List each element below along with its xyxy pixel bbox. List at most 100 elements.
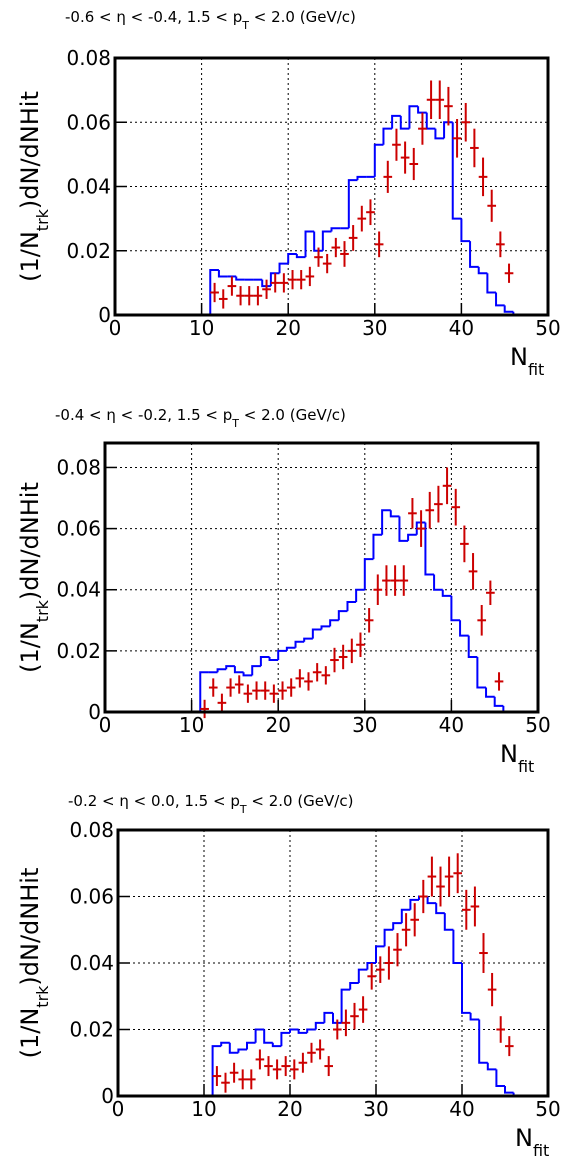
x-axis-label: Nfit <box>500 740 534 776</box>
y-axis-label: (1/Ntrk)dN/dNHit <box>16 91 52 282</box>
histogram-step <box>346 600 357 612</box>
x-axis-label: Nfit <box>510 343 544 379</box>
y-tick-label: 0.08 <box>66 46 111 70</box>
histogram-step <box>441 589 452 597</box>
histogram-step <box>314 1021 325 1030</box>
y-tick-label: 0.06 <box>66 110 111 134</box>
y-tick-label: 0.04 <box>56 578 101 602</box>
x-tick-label: 30 <box>363 1097 388 1121</box>
x-tick-label: 20 <box>277 1097 302 1121</box>
histogram-step <box>435 903 445 915</box>
x-tick-label: 10 <box>191 1097 216 1121</box>
histogram-step <box>452 929 462 964</box>
x-axis-label-part: N <box>515 1124 533 1152</box>
chart-title-part: T <box>239 803 247 816</box>
chart-title-part: -0.6 < η < -0.4, 1.5 < p <box>65 8 242 26</box>
histogram-step <box>503 305 514 313</box>
x-tick-label: 40 <box>449 1097 474 1121</box>
histogram-step <box>372 533 383 560</box>
histogram-step <box>433 574 443 591</box>
chart-title-part: < 2.0 (GeV/c) <box>249 8 356 26</box>
panel: -0.6 < η < -0.4, 1.5 < pT < 2.0 (GeV/c) 0… <box>16 8 561 379</box>
histogram-step <box>216 668 227 673</box>
histogram-step <box>478 1019 488 1064</box>
histogram-step <box>259 655 270 667</box>
y-axis-label-part: trk <box>33 985 52 1008</box>
histogram-step <box>424 522 435 576</box>
histogram-step <box>434 128 445 140</box>
histogram-step <box>375 945 385 963</box>
histogram-step <box>277 649 287 661</box>
x-tick-label: 0 <box>99 713 112 737</box>
histogram-step <box>357 968 368 983</box>
histogram-step <box>363 558 374 590</box>
x-axis-label-part: N <box>510 343 528 371</box>
histogram-step <box>460 218 471 243</box>
histogram-step <box>356 175 367 181</box>
x-tick-label: 0 <box>109 316 122 340</box>
histogram-step <box>228 1042 239 1054</box>
histogram-step <box>235 276 245 281</box>
histogram-step <box>450 595 461 622</box>
histogram-step <box>485 687 495 698</box>
histogram-step <box>469 241 479 268</box>
chart-title-part: -0.2 < η < 0.0, 1.5 < p <box>68 792 240 810</box>
histogram-step <box>330 227 341 232</box>
y-tick-label: 0.06 <box>69 885 114 909</box>
histogram-step <box>225 665 235 670</box>
histogram-step <box>278 262 289 274</box>
histogram-step <box>303 637 313 642</box>
histogram-step <box>304 230 315 258</box>
histogram-step <box>233 666 244 674</box>
y-tick-label: 0.08 <box>69 818 114 842</box>
histogram-step <box>407 533 417 541</box>
y-axis-label-part: (1/N <box>16 231 44 282</box>
panel: -0.2 < η < 0.0, 1.5 < pT < 2.0 (GeV/c) 0 1… <box>16 792 561 1160</box>
histogram-step <box>269 272 280 287</box>
chart-title-part: T <box>241 19 249 32</box>
histogram-step <box>242 672 253 677</box>
x-tick-label: 0 <box>112 1097 125 1121</box>
y-tick-label: 0.08 <box>56 455 101 479</box>
histogram-step <box>332 1012 342 1024</box>
plot-frame <box>113 56 550 317</box>
chart-title-part: < 2.0 (GeV/c) <box>239 406 346 424</box>
y-axis-label-part: (1/N <box>16 1008 44 1059</box>
histogram-step <box>476 656 487 689</box>
y-tick-label: 0 <box>101 1084 114 1108</box>
histogram-step <box>400 908 411 924</box>
x-tick-label: 40 <box>439 713 464 737</box>
chart-title: -0.2 < η < 0.0, 1.5 < pT < 2.0 (GeV/c) <box>68 792 353 816</box>
histogram-step <box>313 231 323 252</box>
x-tick-label: 50 <box>535 1097 560 1121</box>
histogram-step <box>415 521 426 535</box>
chart-title-part: < 2.0 (GeV/c) <box>247 792 354 810</box>
histogram-step <box>477 266 488 275</box>
x-axis-label-part: fit <box>528 360 544 379</box>
histogram-step <box>220 1041 230 1047</box>
x-tick-label: 20 <box>275 316 300 340</box>
histogram-step <box>323 1011 333 1023</box>
chart-title: -0.6 < η < -0.4, 1.5 < pT < 2.0 (GeV/c) <box>65 8 356 32</box>
histogram-step <box>443 913 454 931</box>
histogram-step <box>408 105 419 129</box>
histogram-step <box>495 1069 505 1088</box>
y-axis-label: (1/Ntrk)dN/dNHit <box>16 868 52 1059</box>
histogram-step <box>373 143 384 177</box>
histogram-step <box>337 610 348 621</box>
histogram-step <box>280 1031 290 1047</box>
x-tick-label: 10 <box>179 713 204 737</box>
chart-title: -0.4 < η < -0.2, 1.5 < pT < 2.0 (GeV/c) <box>55 406 346 430</box>
y-tick-label: 0.06 <box>56 517 101 541</box>
histogram-step <box>417 106 427 114</box>
histogram-step <box>237 1048 247 1053</box>
histogram-step <box>399 115 410 130</box>
histogram-step <box>217 270 228 278</box>
histogram-step <box>287 252 297 264</box>
histogram-step <box>285 646 296 651</box>
histogram-step <box>261 279 271 288</box>
y-axis-label: (1/Ntrk)dN/dNHit <box>16 482 52 673</box>
histogram-step <box>493 696 504 707</box>
y-tick-label: 0 <box>88 700 101 724</box>
